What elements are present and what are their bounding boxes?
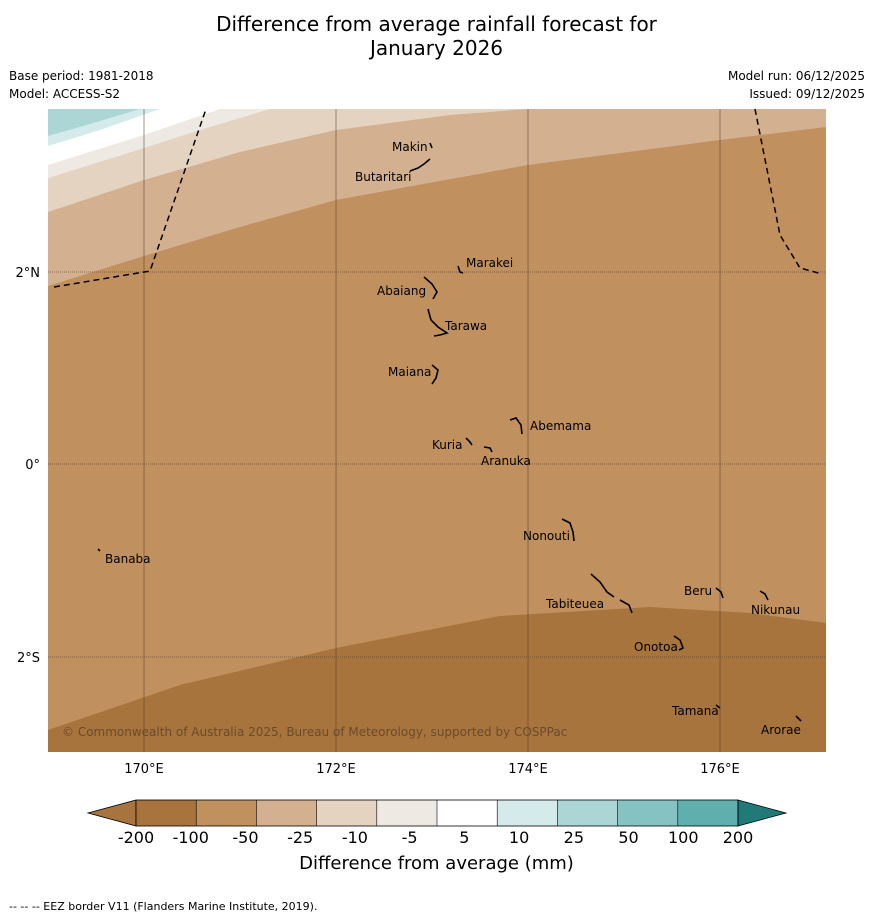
colorbar-tick-label: -5: [401, 828, 418, 847]
label-abemama: Abemama: [530, 419, 591, 433]
island-abemama: [509, 417, 523, 435]
colorbar-tick-label: -25: [287, 828, 314, 847]
colorbar-tick-label: -100: [172, 828, 209, 847]
island-marakei: [457, 265, 464, 274]
island-makin: [429, 142, 433, 149]
island-beru: [715, 587, 724, 599]
label-makin: Makin: [392, 140, 428, 154]
label-arorae: Arorae: [761, 723, 801, 737]
label-nonouti: Nonouti: [523, 529, 570, 543]
colorbar: [86, 799, 788, 827]
label-maiana: Maiana: [388, 365, 431, 379]
label-nikunau: Nikunau: [751, 603, 800, 617]
title-line-1: Difference from average rainfall forecas…: [216, 12, 657, 36]
colorbar-segment: [437, 800, 498, 826]
colorbar-title: Difference from average (mm): [299, 853, 574, 874]
title-line-2: January 2026: [369, 36, 504, 60]
meta-left: Base period: 1981-2018 Model: ACCESS-S2: [9, 67, 154, 103]
base-period: Base period: 1981-2018: [9, 69, 154, 83]
label-onotoa: Onotoa: [634, 640, 678, 654]
island-labels: Makin Butaritari Marakei Abaiang Tarawa …: [105, 140, 801, 737]
label-banaba: Banaba: [105, 552, 151, 566]
island-nikunau: [759, 590, 769, 601]
label-beru: Beru: [684, 584, 712, 598]
map-title: Difference from average rainfall forecas…: [0, 12, 873, 60]
lon-label-170e: 170°E: [124, 762, 164, 777]
label-aranuka: Aranuka: [481, 454, 531, 468]
island-tarawa: [427, 308, 449, 337]
lon-label-172e: 172°E: [316, 762, 356, 777]
island-nonouti: [561, 518, 575, 542]
colorbar-segment: [557, 800, 618, 826]
colorbar-tick-labels: -200 -100 -50 -25 -10 -5 5 10 25 50 100 200: [0, 828, 873, 848]
island-arorae: [795, 715, 802, 722]
island-onotoa: [673, 635, 685, 651]
label-abaiang: Abaiang: [377, 284, 426, 298]
colorbar-segment: [497, 800, 558, 826]
model-run: Model run: 06/12/2025: [727, 69, 865, 83]
label-tamana: Tamana: [671, 704, 719, 718]
lon-labels: 170°E 172°E 174°E 176°E: [124, 762, 740, 777]
island-tamana: [715, 704, 721, 709]
rainfall-contours: [48, 109, 826, 752]
lat-label-2n: 2°N: [16, 266, 41, 281]
eez-footnote: -- -- -- EEZ border V11 (Flanders Marine…: [9, 900, 318, 913]
lon-label-176e: 176°E: [700, 762, 740, 777]
lat-labels: 2°N 0° 2°S: [16, 266, 41, 666]
label-butaritari: Butaritari: [355, 170, 412, 184]
copyright-notice: © Commonwealth of Australia 2025, Bureau…: [62, 725, 567, 739]
label-tabiteuea: Tabiteuea: [545, 597, 604, 611]
band-minus50: [48, 109, 826, 286]
island-maiana: [431, 364, 439, 385]
colorbar-tick-label: -50: [232, 828, 259, 847]
lat-label-2s: 2°S: [17, 651, 40, 666]
island-abaiang: [423, 276, 438, 300]
island-butaritari: [409, 158, 431, 172]
colorbar-segment: [136, 800, 197, 826]
graticule: [48, 109, 826, 752]
colorbar-tick-label: -200: [117, 828, 155, 847]
colorbar-tick-label: 5: [459, 828, 470, 847]
label-marakei: Marakei: [466, 256, 513, 270]
colorbar-segment: [677, 800, 738, 826]
islands: [97, 142, 802, 722]
colorbar-tick-label: 50: [618, 828, 639, 847]
colorbar-segment: [316, 800, 377, 826]
colorbar-tick-label: 200: [722, 828, 754, 847]
colorbar-tick-label: 10: [508, 828, 530, 847]
lat-label-0: 0°: [25, 458, 40, 473]
colorbar-arrow-low: [86, 799, 137, 827]
island-kuria: [465, 437, 473, 446]
band-25: [48, 109, 140, 136]
island-banaba: [97, 548, 101, 552]
issued-date: Issued: 09/12/2025: [749, 87, 865, 101]
lon-label-174e: 174°E: [508, 762, 548, 777]
island-tabiteuea-south: [619, 599, 633, 614]
label-tarawa: Tarawa: [444, 319, 487, 333]
meta-right: Model run: 06/12/2025 Issued: 09/12/2025: [728, 67, 865, 103]
model-name: Model: ACCESS-S2: [9, 87, 121, 101]
colorbar-arrow-high: [737, 799, 788, 827]
colorbar-segment: [256, 800, 317, 826]
colorbar-tick-label: -10: [341, 828, 368, 847]
colorbar-tick-label: 25: [563, 828, 584, 847]
island-aranuka: [483, 446, 493, 453]
colorbar-segment: [376, 800, 437, 826]
eez-border: [53, 108, 823, 288]
label-kuria: Kuria: [432, 438, 463, 452]
colorbar-segment: [196, 800, 257, 826]
colorbar-segment: [617, 800, 678, 826]
band-minus200: [48, 607, 826, 752]
island-tabiteuea-north: [590, 573, 615, 598]
colorbar-tick-label: 100: [667, 828, 699, 847]
